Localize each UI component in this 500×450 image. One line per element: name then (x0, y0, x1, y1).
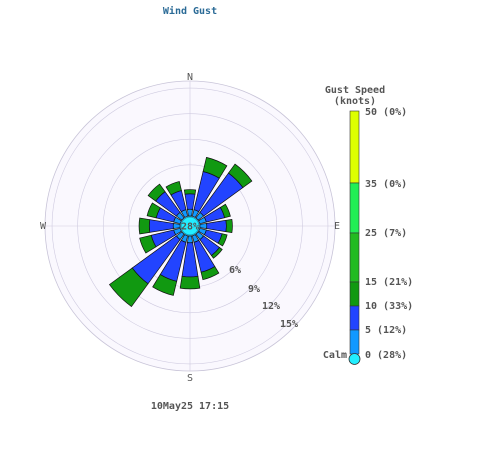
bar-nnw-15-25 (165, 181, 182, 196)
bar-e-15-25 (225, 218, 233, 234)
bar-sse-15-25 (200, 266, 220, 281)
legend-label-35: 35 (0%) (365, 179, 407, 190)
bar-w-5-10 (172, 222, 181, 230)
bar-wnw-15-25 (146, 202, 161, 219)
bar-ne-15-25 (227, 163, 253, 189)
compass-label-east: E (334, 221, 340, 232)
legend: Gust Speed (knots) 50 (0%) 35 (0%) 25 (7… (323, 85, 413, 365)
legend-swatch-15 (349, 281, 360, 307)
ring-label-6: 6% (229, 265, 241, 276)
bar-nw-15-25 (147, 183, 166, 202)
legend-label-5: 5 (12%) (365, 325, 407, 336)
calm-percent-label: 28% (181, 222, 199, 233)
legend-label-15: 15 (21%) (365, 277, 413, 288)
bar-ssw-15-25 (152, 274, 178, 296)
bar-s-15-25 (179, 275, 201, 290)
legend-calm-label: Calm (323, 350, 347, 361)
compass-label-west: W (40, 221, 47, 232)
calm-circle (180, 216, 200, 236)
chart-title: Wind Gust (163, 5, 217, 17)
bar-w-15-25 (138, 217, 151, 235)
bar-n-5-10 (186, 208, 194, 217)
wind-rose-bars (108, 156, 253, 308)
bar-s-5-10 (186, 235, 194, 244)
legend-label-10: 10 (33%) (365, 301, 413, 312)
ring-label-15: 15% (280, 319, 298, 330)
legend-swatch-25 (349, 232, 360, 283)
legend-swatch-35 (349, 182, 360, 234)
ring-label-12: 12% (262, 301, 280, 312)
bar-wsw-15-25 (139, 234, 157, 254)
bar-n-15-25 (183, 189, 197, 195)
timestamp-label: 10May25 17:15 (151, 401, 229, 412)
bar-ene-15-25 (219, 203, 231, 219)
legend-label-25: 25 (7%) (365, 228, 407, 239)
legend-swatch-5 (349, 329, 360, 355)
legend-label-50: 50 (0%) (365, 107, 407, 118)
bar-ese-15-25 (217, 233, 228, 247)
legend-swatch-10 (349, 305, 360, 331)
legend-swatch-50 (349, 110, 360, 184)
legend-units: (knots) (334, 96, 376, 107)
bar-nne-15-25 (202, 156, 228, 179)
bar-se-15-25 (210, 246, 223, 259)
bar-e-5-10 (199, 222, 208, 230)
compass-label-north: N (187, 72, 193, 83)
compass-label-south: S (187, 373, 193, 384)
legend-calm-circle (348, 353, 361, 365)
ring-label-9: 9% (248, 284, 260, 295)
bar-sw-15-25 (108, 267, 149, 308)
legend-title: Gust Speed (325, 85, 385, 96)
legend-label-0: 0 (28%) (365, 350, 407, 361)
